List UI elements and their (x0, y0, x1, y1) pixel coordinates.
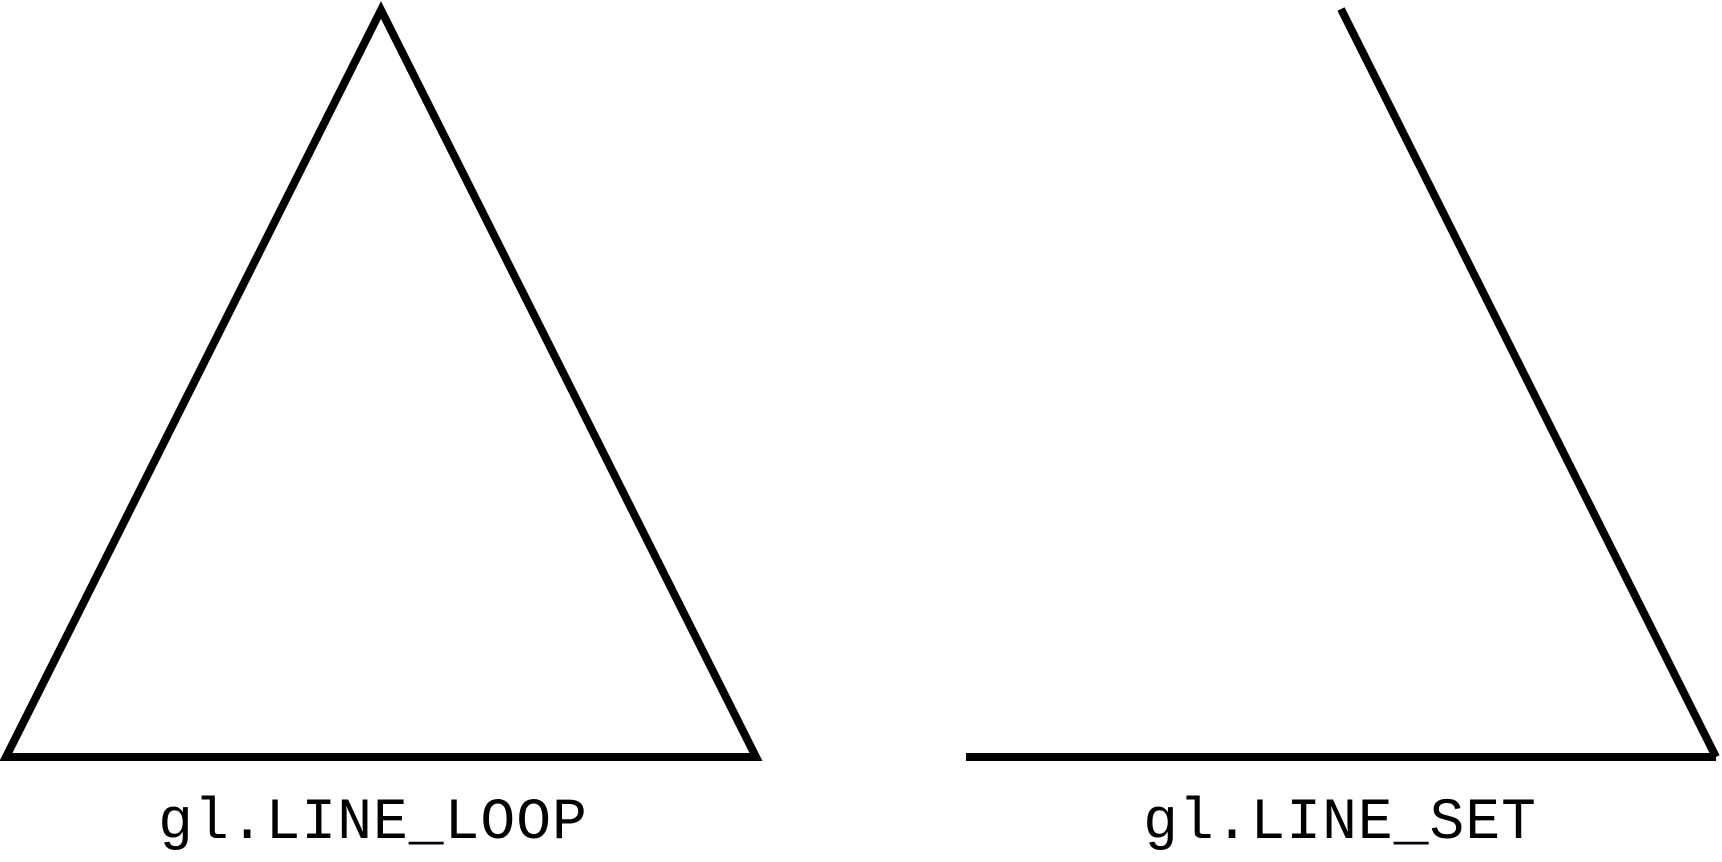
line-loop-triangle (0, 1, 763, 761)
line-loop-figure (0, 1, 763, 761)
line-set-caption: gl.LINE_SET (1143, 791, 1537, 856)
line-set-figure (966, 7, 1720, 761)
line-loop-caption: gl.LINE_LOOP (158, 791, 588, 856)
line-set-right-edge (1337, 7, 1720, 759)
